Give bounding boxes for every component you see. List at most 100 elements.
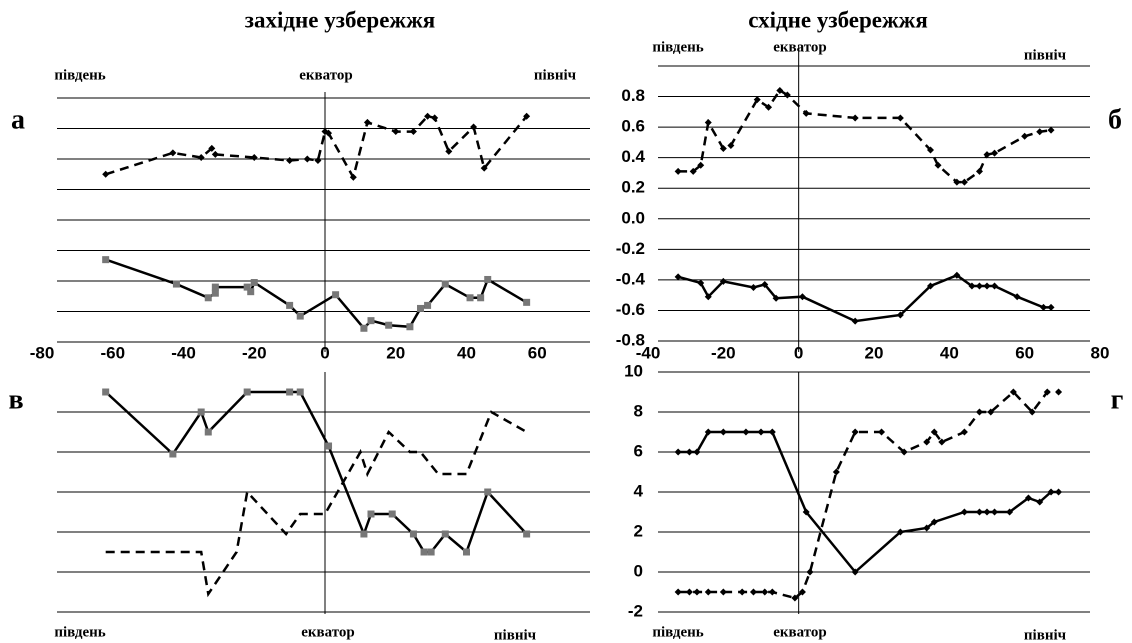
- annotation: південь: [54, 624, 105, 640]
- marker: [477, 294, 485, 302]
- x-tick-label: 80: [1091, 343, 1110, 362]
- marker: [484, 275, 492, 283]
- panel-letter: в: [8, 384, 23, 415]
- annotation: екватор: [773, 39, 827, 55]
- marker: [250, 279, 258, 287]
- series-line: [678, 390, 1059, 600]
- annotation: північ: [494, 627, 537, 643]
- marker: [719, 428, 727, 436]
- y-tick-label: 2: [634, 521, 643, 540]
- marker: [406, 323, 414, 331]
- marker: [204, 428, 212, 436]
- marker: [704, 293, 712, 301]
- series-line: [105, 258, 528, 331]
- marker: [197, 153, 205, 161]
- marker: [938, 438, 946, 446]
- marker: [727, 141, 735, 149]
- y-tick-label: -0.8: [616, 330, 645, 349]
- marker: [388, 510, 396, 518]
- marker: [385, 321, 393, 329]
- marker: [303, 155, 311, 163]
- annotation: північ: [1024, 47, 1067, 63]
- series-line: [677, 273, 1051, 323]
- marker: [172, 280, 180, 288]
- marker: [749, 284, 757, 292]
- marker: [776, 86, 784, 94]
- marker: [1028, 408, 1036, 416]
- marker: [975, 282, 983, 290]
- marker: [470, 123, 478, 131]
- y-tick-label: -0.4: [616, 269, 646, 288]
- marker: [523, 530, 531, 538]
- marker: [445, 147, 453, 155]
- marker: [169, 149, 177, 157]
- marker: [1040, 303, 1047, 311]
- marker: [896, 114, 904, 122]
- marker: [197, 408, 205, 416]
- marker: [463, 548, 470, 556]
- marker: [286, 388, 294, 396]
- marker: [1013, 293, 1021, 301]
- marker: [332, 291, 340, 299]
- marker: [1024, 494, 1032, 502]
- marker: [987, 408, 995, 416]
- marker: [768, 428, 776, 436]
- marker: [953, 178, 961, 186]
- marker: [719, 145, 727, 152]
- panel-letter: а: [11, 104, 25, 135]
- marker: [211, 283, 219, 291]
- marker: [991, 508, 999, 516]
- marker: [325, 129, 333, 137]
- x-tick-label: -40: [636, 343, 661, 362]
- marker: [975, 167, 983, 175]
- marker: [296, 388, 304, 396]
- marker: [927, 282, 934, 290]
- marker: [1036, 128, 1044, 136]
- annotation: північ: [1024, 627, 1067, 643]
- marker: [424, 301, 432, 309]
- marker: [674, 448, 682, 456]
- x-tick-label: 20: [386, 343, 405, 362]
- marker: [689, 167, 697, 175]
- marker: [697, 161, 705, 169]
- marker: [791, 594, 799, 602]
- marker: [798, 293, 806, 301]
- marker: [523, 112, 531, 120]
- y-tick-label: 0.8: [621, 86, 645, 105]
- panel-letter: г: [1111, 384, 1124, 415]
- marker: [851, 114, 859, 122]
- x-tick-label: -20: [711, 343, 736, 362]
- annotation: південь: [54, 67, 105, 83]
- marker: [757, 428, 765, 436]
- marker: [851, 317, 859, 325]
- marker: [753, 96, 761, 104]
- annotation: північ: [534, 67, 577, 83]
- marker: [983, 282, 991, 290]
- x-tick-label: 60: [1015, 343, 1034, 362]
- y-tick-label: -2: [628, 601, 643, 620]
- marker: [900, 448, 908, 456]
- marker: [286, 301, 294, 309]
- marker: [749, 588, 757, 596]
- marker: [960, 508, 968, 516]
- marker: [968, 282, 976, 290]
- marker: [1043, 388, 1051, 396]
- marker: [738, 588, 746, 596]
- marker: [685, 588, 693, 596]
- marker: [102, 256, 110, 264]
- x-tick-label: 40: [457, 343, 476, 362]
- marker: [441, 280, 449, 288]
- marker: [674, 588, 682, 596]
- marker: [417, 304, 425, 312]
- y-tick-label: -0.6: [616, 300, 645, 319]
- marker: [296, 312, 304, 320]
- marker: [693, 588, 701, 596]
- marker: [367, 510, 375, 518]
- marker: [480, 164, 488, 172]
- marker: [1047, 303, 1055, 311]
- marker: [923, 524, 931, 532]
- marker: [765, 103, 773, 111]
- y-tick-label: -0.2: [616, 239, 645, 258]
- marker: [697, 279, 705, 287]
